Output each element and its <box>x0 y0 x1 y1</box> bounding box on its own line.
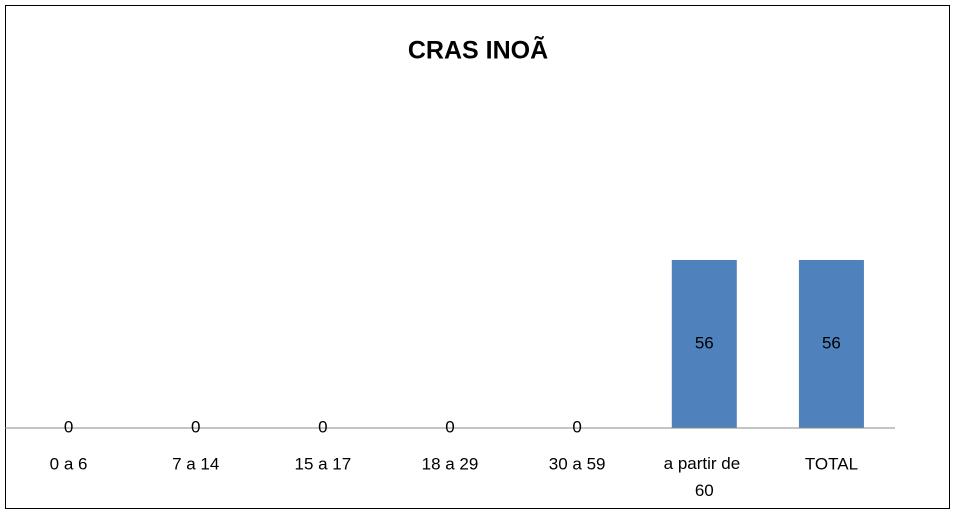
x-tick-label: 0 a 6 <box>50 454 88 473</box>
x-tick-label: 7 a 14 <box>172 454 219 473</box>
bar <box>798 260 864 428</box>
data-label: 0 <box>318 417 327 436</box>
data-label: 0 <box>191 417 200 436</box>
x-tick-label: a partir de 60 <box>664 454 745 500</box>
data-label: 56 <box>822 333 841 352</box>
x-tick-label: 15 a 17 <box>294 454 351 473</box>
data-label: 56 <box>695 333 714 352</box>
x-tick-label: TOTAL <box>805 454 858 473</box>
x-tick-label: 30 a 59 <box>549 454 606 473</box>
bar <box>671 260 737 428</box>
chart-frame <box>5 5 950 509</box>
chart-title: CRAS INOÃ <box>408 35 548 65</box>
data-label: 0 <box>64 417 73 436</box>
data-label: 0 <box>572 417 581 436</box>
data-label: 0 <box>445 417 454 436</box>
x-tick-label: 18 a 29 <box>422 454 479 473</box>
